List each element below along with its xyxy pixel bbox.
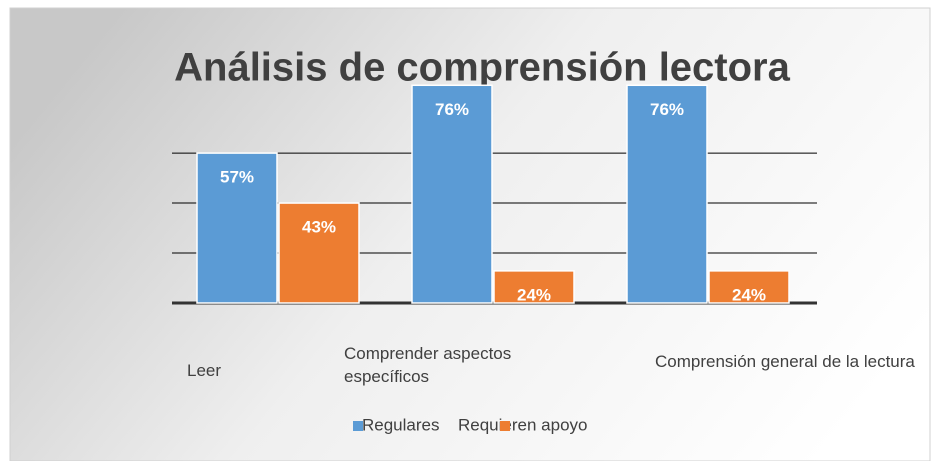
- value-label: 76%: [650, 100, 684, 119]
- value-label: 57%: [220, 168, 254, 187]
- chart-title: Análisis de comprensión lectora: [174, 46, 790, 90]
- bar: [278, 202, 360, 304]
- x-tick-label: Leer: [187, 361, 221, 380]
- bar: [708, 270, 790, 304]
- value-label: 24%: [517, 285, 551, 304]
- value-label: 43%: [302, 218, 336, 237]
- legend-swatch: [500, 421, 510, 431]
- legend-label: Regulares: [362, 415, 440, 434]
- value-label: 76%: [435, 100, 469, 119]
- bar: [493, 270, 575, 304]
- x-tick-label: Comprender aspectos específicos: [344, 344, 511, 386]
- legend-swatch: [353, 421, 363, 431]
- bar: [626, 84, 708, 304]
- bar: [411, 84, 493, 304]
- value-label: 24%: [732, 285, 766, 304]
- x-tick-label: Comprensión general de la lectura: [655, 352, 915, 371]
- legend-label: Requieren apoyo: [458, 415, 587, 434]
- bar: [196, 152, 278, 304]
